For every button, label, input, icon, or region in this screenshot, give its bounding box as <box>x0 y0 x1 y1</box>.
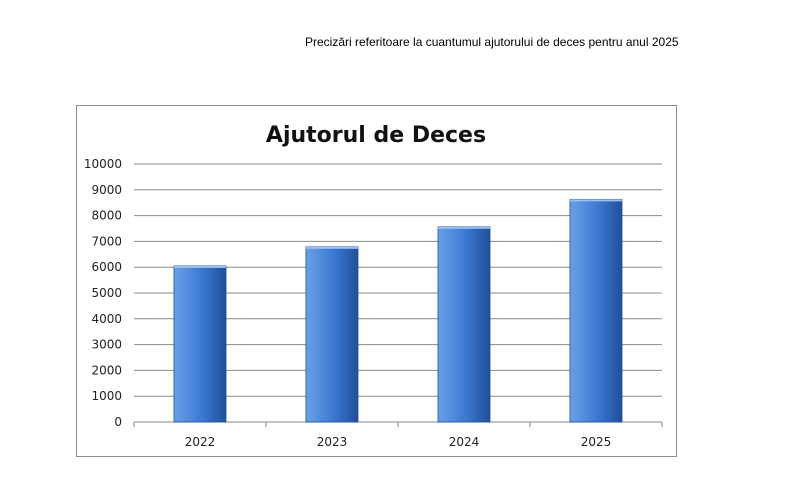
y-axis-ticks: 0 1000 2000 3000 4000 5000 6000 7000 8000 9000 100… <box>84 157 122 429</box>
bar-2022 <box>173 265 227 423</box>
page-heading: Precizări referitoare la cuantumul ajuto… <box>305 35 679 49</box>
bar-highlight-2024 <box>438 226 490 229</box>
bar-highlight-2025 <box>570 199 622 202</box>
y-tick-label: 6000 <box>91 260 122 274</box>
chart-frame: Ajutorul de Deces 0 1000 2000 3000 4000 5000 6… <box>76 105 677 457</box>
bar-chart: Ajutorul de Deces 0 1000 2000 3000 4000 5000 6… <box>84 123 663 449</box>
y-tick-label: 2000 <box>91 363 122 377</box>
y-tick-label: 0 <box>114 415 122 429</box>
x-axis-ticks: 2022 2023 2024 2025 <box>185 435 612 449</box>
y-tick-label: 8000 <box>91 209 122 223</box>
y-tick-label: 10000 <box>84 157 122 171</box>
bar-2024 <box>437 226 491 423</box>
y-tick-label: 5000 <box>91 286 122 300</box>
y-tick-label: 7000 <box>91 234 122 248</box>
y-tick-label: 1000 <box>91 389 122 403</box>
y-tick-label: 3000 <box>91 338 122 352</box>
bar-highlight-2023 <box>306 246 358 249</box>
bar-highlight-2022 <box>174 265 226 268</box>
bar-2023 <box>305 246 359 423</box>
x-tick-label: 2023 <box>317 435 348 449</box>
y-tick-label: 4000 <box>91 312 122 326</box>
bar-2025 <box>569 198 623 423</box>
x-tick-label: 2024 <box>449 435 480 449</box>
x-tick-label: 2025 <box>581 435 612 449</box>
x-tick-label: 2022 <box>185 435 216 449</box>
chart-title: Ajutorul de Deces <box>266 123 486 148</box>
bars <box>173 198 623 423</box>
y-tick-label: 9000 <box>91 183 122 197</box>
